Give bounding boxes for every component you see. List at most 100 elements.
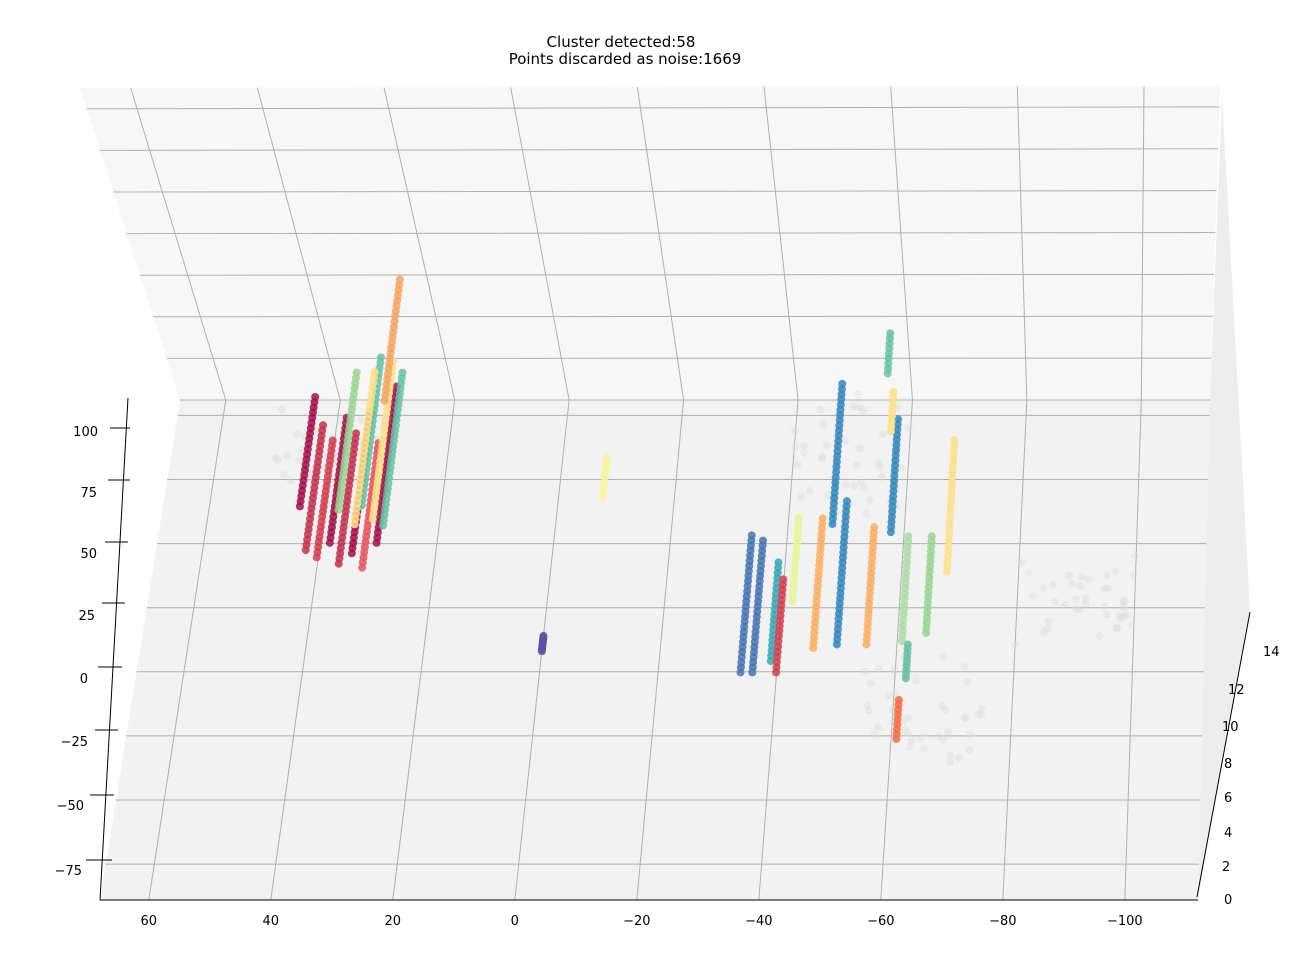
noise-point [1039, 628, 1048, 637]
noise-point [960, 662, 969, 671]
noise-point [1102, 571, 1111, 580]
noise-point [1081, 594, 1090, 603]
noise-point [870, 730, 879, 739]
noise-point [946, 751, 955, 760]
cluster-point [319, 421, 328, 430]
cluster-20 [736, 531, 756, 677]
grid-x-wall-1 [256, 87, 341, 401]
noise-point [963, 677, 972, 686]
noise-point [1044, 616, 1053, 625]
cluster-point [539, 631, 548, 640]
floor-pane [100, 400, 1210, 900]
noise-point [286, 476, 295, 485]
noise-point [1119, 596, 1128, 605]
grid-x-4 [636, 399, 685, 901]
x-tick-label: −20 [623, 914, 650, 929]
grid-z-4 [126, 232, 1216, 235]
noise-point [1103, 610, 1112, 619]
cluster-10 [350, 368, 379, 529]
y-tick-label: −50 [57, 799, 84, 814]
cluster-point [398, 368, 407, 377]
grid-z-2 [153, 315, 1213, 318]
x-tick-label: 60 [141, 914, 158, 929]
noise-point [791, 426, 800, 435]
x-tick-label: 20 [385, 914, 402, 929]
noise-point [1048, 581, 1057, 590]
noise-point [1115, 611, 1124, 620]
cluster-1 [301, 421, 328, 555]
noise-point [356, 416, 365, 425]
cluster-25 [809, 514, 827, 653]
noise-point [939, 735, 948, 744]
noise-point [1075, 605, 1084, 614]
cluster-point [838, 379, 847, 388]
cluster-31 [901, 640, 912, 683]
noise-point [890, 665, 899, 674]
grid-x-wall-6 [890, 86, 913, 401]
cluster-point [395, 275, 404, 284]
noise-point [852, 461, 861, 470]
x-tick-label: −60 [867, 914, 894, 929]
noise-point [904, 424, 913, 433]
side-pane [1198, 95, 1250, 900]
noise-point [974, 709, 983, 718]
z-tick-label: 10 [1222, 720, 1239, 735]
z-tick-label: 0 [1224, 893, 1232, 908]
grid-x-8 [1124, 399, 1142, 901]
noise-point [292, 430, 301, 439]
noise-point [903, 729, 912, 738]
noise-point [1113, 624, 1122, 633]
chart-title-line-2: Points discarded as noise:1669 [509, 50, 742, 68]
noise-point [793, 460, 802, 469]
cluster-point [894, 415, 903, 424]
noise-point [1123, 611, 1132, 620]
noise-point [959, 713, 968, 722]
noise-point [962, 713, 971, 722]
cluster-8 [334, 368, 361, 514]
cluster-22 [766, 558, 783, 666]
noise-point [1071, 595, 1080, 604]
noise-point [1076, 581, 1085, 590]
noise-point [864, 706, 873, 715]
noise-point [907, 736, 916, 745]
noise-point [1127, 621, 1136, 630]
y-tick-label: 0 [80, 672, 88, 687]
cluster-2 [312, 436, 337, 562]
z-tick-label: 4 [1224, 826, 1232, 841]
y-tick-label: 50 [80, 547, 97, 562]
noise-point [856, 444, 865, 453]
cluster-point [352, 429, 361, 438]
noise-point [884, 692, 893, 701]
noise-point [797, 492, 806, 501]
noise-point [1043, 624, 1052, 633]
cluster-29 [922, 532, 936, 637]
noise-point [874, 723, 883, 732]
cluster-point [376, 353, 385, 362]
noise-point [819, 420, 828, 429]
noise-point [277, 405, 286, 414]
noise-point [977, 711, 986, 720]
y-tick-label: −75 [55, 864, 82, 879]
y-tick-label: 75 [80, 486, 97, 501]
cluster-28 [897, 532, 913, 645]
cluster-point [927, 532, 936, 541]
grid-z-5 [113, 190, 1217, 193]
noise-point [805, 486, 814, 495]
noise-point [273, 455, 282, 464]
cluster-point [779, 575, 788, 584]
cluster-12 [379, 368, 407, 530]
noise-point [877, 473, 886, 482]
noise-point [1067, 579, 1076, 588]
cluster-17 [886, 415, 903, 537]
noise-point [1100, 602, 1109, 611]
cluster-18 [883, 329, 895, 378]
noise-point [1081, 599, 1090, 608]
noise-point [1111, 567, 1120, 576]
noise-point [816, 405, 825, 414]
back-pane [80, 86, 1220, 400]
z-tick-label: 12 [1228, 683, 1245, 698]
noise-point [841, 481, 850, 490]
noise-point [849, 402, 858, 411]
noise-point [938, 652, 947, 661]
noise-point [822, 441, 831, 450]
